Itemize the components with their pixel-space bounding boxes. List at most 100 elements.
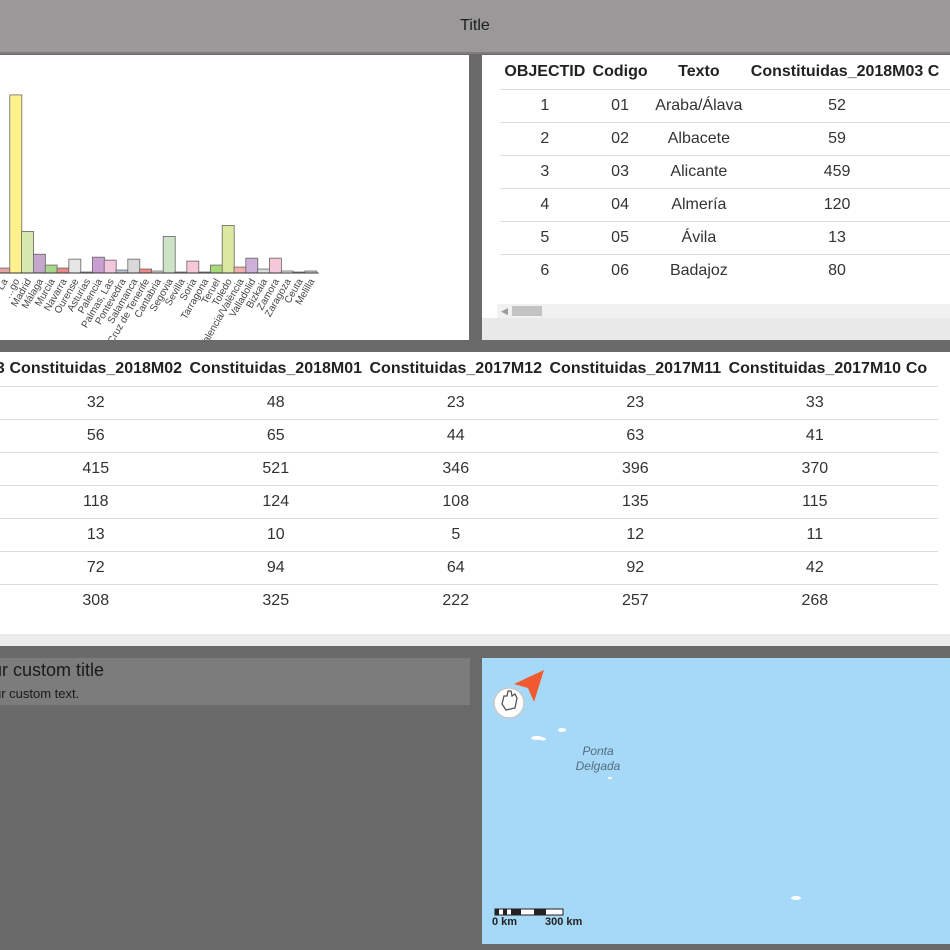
table-cell-empty (927, 254, 950, 287)
table-row[interactable]: 118 124 108 135 115 (0, 485, 938, 518)
table-cell-empty (927, 122, 950, 155)
attribute-table-wide-panel: 3 Constituidas_2018M02 Constituidas_2018… (0, 352, 950, 634)
table-row[interactable]: 2 02 Albacete 59 (500, 122, 950, 155)
chart-bar[interactable] (33, 253, 46, 274)
table-row[interactable]: 4 04 Almería 120 (500, 188, 950, 221)
table-cell: 06 (611, 261, 629, 279)
table-row[interactable]: 415 521 346 396 370 (0, 452, 938, 485)
custom-text-panel: ur custom title ur custom text. (0, 658, 470, 705)
table-cell: 396 (621, 459, 649, 477)
table-cell: 325 (262, 591, 290, 609)
table-cell: 33 (805, 393, 824, 411)
table-row[interactable]: 3 03 Alicante 459 (500, 155, 950, 188)
scrollbar-thumb[interactable] (512, 306, 542, 316)
chart-bar[interactable] (0, 267, 11, 274)
table-cell: 6 (540, 261, 550, 279)
table-cell-empty (905, 584, 938, 617)
table-cell: Badajoz (669, 261, 728, 279)
chart-bar[interactable] (44, 264, 58, 274)
table-cell: 2 (540, 129, 550, 147)
table-cell: 3 (540, 162, 550, 180)
chart-bar[interactable] (186, 260, 200, 274)
chart-bar[interactable] (268, 257, 282, 274)
column-header-texto[interactable]: Texto (678, 62, 720, 80)
table-cell: Ávila (681, 228, 717, 246)
table-row[interactable]: 32 48 23 23 33 (0, 386, 938, 419)
table-cell: 11 (806, 525, 824, 543)
table-cell: 124 (262, 492, 290, 510)
table-cell: 02 (611, 129, 629, 147)
table-cell: 63 (626, 426, 645, 444)
table-cell: 115 (802, 492, 828, 510)
table-cell-empty (927, 221, 950, 254)
table-row[interactable]: 56 65 44 63 41 (0, 419, 938, 452)
table-cell-empty (905, 551, 938, 584)
table-row[interactable]: 13 10 5 12 11 (0, 518, 938, 551)
table-row[interactable]: 6 06 Badajoz 80 (500, 254, 950, 287)
table-cell: 04 (611, 195, 629, 213)
column-header-partial-right[interactable]: Co (905, 359, 928, 377)
table-cell-empty (905, 419, 938, 452)
chart-bar[interactable] (92, 256, 105, 274)
table-cell: 521 (262, 459, 290, 477)
table-cell: 268 (801, 591, 829, 609)
table-top-gutter (482, 318, 950, 340)
table-cell: 118 (83, 492, 109, 510)
table-cell: 92 (626, 558, 645, 576)
table-cell: 5 (540, 228, 550, 246)
chart-bar[interactable] (127, 258, 141, 274)
map-canvas[interactable] (482, 658, 950, 944)
chart-bar[interactable] (68, 258, 82, 274)
chart-bar[interactable] (21, 231, 35, 274)
north-arrow-icon[interactable] (514, 670, 544, 702)
column-header-2018m02[interactable]: Constituidas_2018M02 (9, 359, 183, 377)
table-cell-empty (927, 89, 950, 122)
table-cell: 13 (86, 525, 105, 543)
locate-hand-icon[interactable] (493, 687, 525, 719)
column-header-2018m01[interactable]: Constituidas_2018M01 (189, 359, 363, 377)
island (540, 737, 546, 741)
table-row[interactable]: 72 94 64 92 42 (0, 551, 938, 584)
column-header-partial-left[interactable]: 3 (0, 359, 5, 377)
column-header-2017m11[interactable]: Constituidas_2017M11 (549, 359, 722, 377)
attribute-table-top: OBJECTID Codigo Texto Constituidas_2018M… (500, 55, 950, 287)
table-row[interactable]: 1 01 Araba/Álava 52 (500, 89, 950, 122)
column-header-2017m12[interactable]: Constituidas_2017M12 (369, 359, 543, 377)
table-cell: 5 (451, 525, 461, 543)
chart-bar[interactable] (139, 268, 153, 274)
table-cell: 459 (823, 162, 851, 180)
chart-bar[interactable] (233, 266, 247, 274)
attribute-table-wide: 3 Constituidas_2018M02 Constituidas_2018… (0, 352, 938, 617)
column-header-2017m10[interactable]: Constituidas_2017M10 (728, 359, 902, 377)
chart-tick-label: La (0, 277, 11, 293)
table-cell: 12 (626, 525, 645, 543)
chart-bar[interactable] (56, 267, 70, 274)
column-header-codigo[interactable]: Codigo (592, 62, 648, 80)
chart-bar[interactable] (162, 235, 176, 274)
custom-panel-text: ur custom text. (0, 686, 80, 701)
horizontal-scrollbar[interactable]: ◀ (497, 304, 950, 318)
table-cell-empty (927, 155, 950, 188)
scale-bar (494, 908, 564, 916)
column-header-2018m03[interactable]: Constituidas_2018M03 (750, 62, 924, 80)
table-cell: 94 (266, 558, 285, 576)
column-header-partial[interactable]: C (927, 62, 940, 80)
map-panel[interactable]: Ponta Delgada 0 km 300 km (482, 658, 950, 944)
chart-bar[interactable] (209, 264, 223, 274)
chart-bar[interactable] (103, 259, 117, 274)
chart-bar[interactable] (257, 268, 271, 274)
scroll-left-icon[interactable]: ◀ (501, 306, 508, 316)
table-row[interactable]: 308 325 222 257 268 (0, 584, 938, 617)
chart-bar[interactable] (9, 94, 23, 274)
chart-bar[interactable] (245, 257, 259, 274)
column-header-objectid[interactable]: OBJECTID (504, 62, 586, 80)
table-cell: Almería (671, 195, 727, 213)
chart-bar[interactable] (221, 225, 235, 274)
table-cell: 23 (446, 393, 465, 411)
table-header-row: OBJECTID Codigo Texto Constituidas_2018M… (500, 55, 950, 89)
table-cell: 108 (442, 492, 470, 510)
table-cell: 308 (82, 591, 110, 609)
table-row[interactable]: 5 05 Ávila 13 (500, 221, 950, 254)
bar-chart: La…goMadridMálagaMurciaNavarraOurenseAst… (0, 94, 319, 340)
table-header-row: 3 Constituidas_2018M02 Constituidas_2018… (0, 352, 938, 386)
